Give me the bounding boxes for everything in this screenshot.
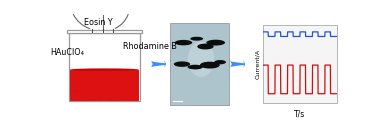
Ellipse shape (99, 97, 101, 98)
Ellipse shape (83, 97, 85, 98)
Ellipse shape (200, 62, 220, 69)
Ellipse shape (125, 98, 126, 99)
Bar (67, 30, 142, 33)
Ellipse shape (70, 68, 139, 71)
Ellipse shape (190, 37, 203, 41)
Ellipse shape (91, 99, 93, 100)
Ellipse shape (187, 65, 203, 69)
Ellipse shape (214, 60, 226, 64)
Polygon shape (69, 33, 139, 101)
Ellipse shape (81, 97, 82, 98)
Ellipse shape (117, 100, 119, 101)
Ellipse shape (174, 61, 190, 67)
Ellipse shape (100, 99, 101, 100)
Ellipse shape (95, 90, 97, 91)
Bar (263, 25, 337, 103)
Text: Eosin Y: Eosin Y (84, 18, 113, 27)
Ellipse shape (114, 97, 116, 98)
Text: Current/A: Current/A (255, 49, 260, 79)
Ellipse shape (121, 90, 123, 91)
Text: HAuClO₄: HAuClO₄ (50, 48, 84, 57)
Text: Rhodamine B: Rhodamine B (123, 42, 177, 51)
Ellipse shape (206, 40, 225, 46)
Ellipse shape (106, 98, 108, 99)
Bar (70, 70, 139, 101)
Ellipse shape (175, 40, 192, 45)
Bar (170, 23, 229, 105)
Text: T/s: T/s (294, 109, 305, 118)
Ellipse shape (188, 42, 214, 77)
Ellipse shape (197, 44, 214, 49)
